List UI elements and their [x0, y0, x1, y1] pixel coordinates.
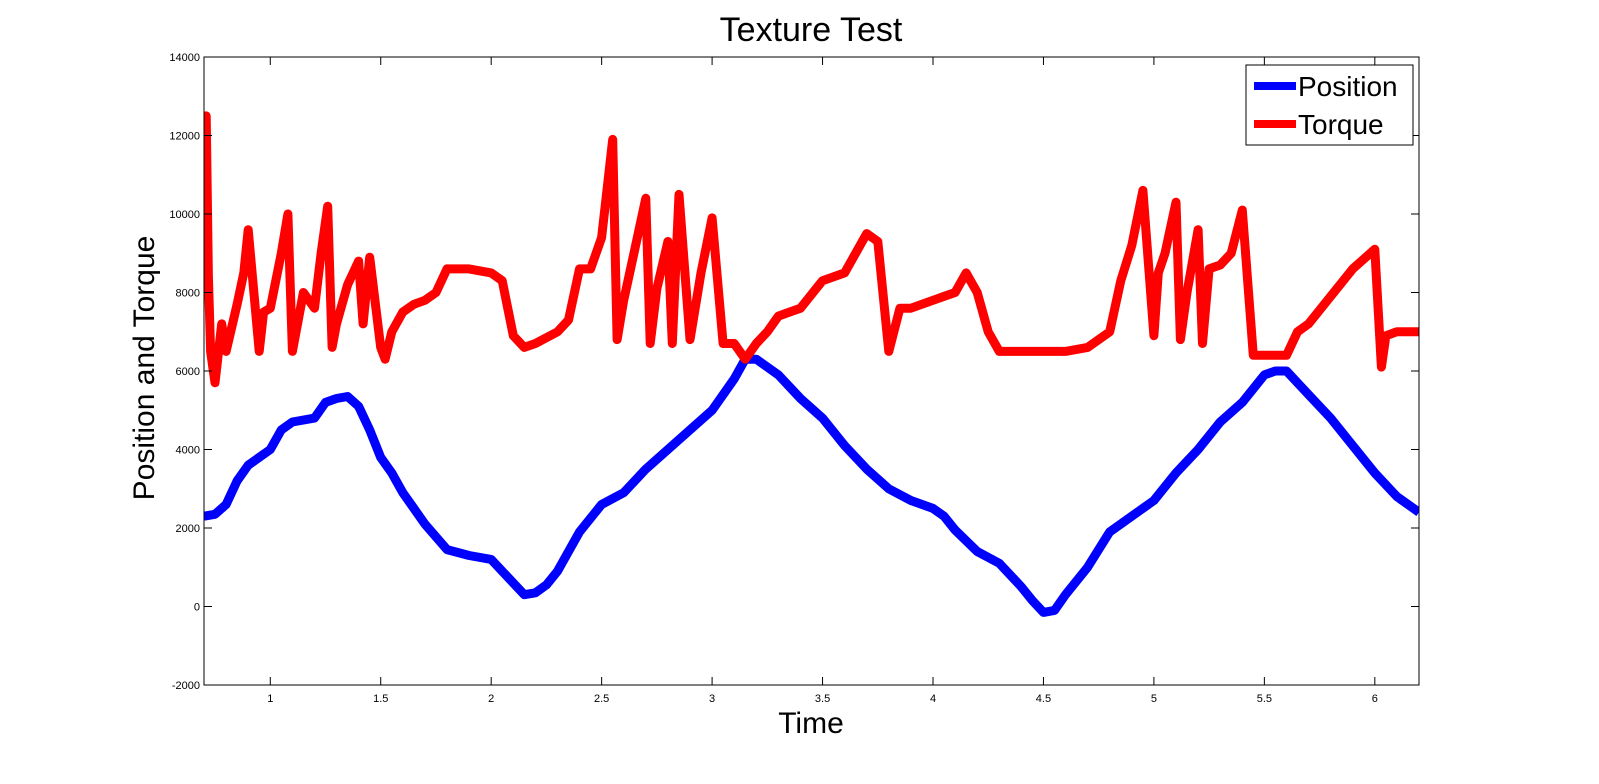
- x-tick-label: 5.5: [1257, 693, 1272, 705]
- x-tick-label: 2.5: [594, 693, 609, 705]
- x-tick-label: 5: [1151, 693, 1157, 705]
- legend-label-torque: Torque: [1298, 109, 1384, 140]
- legend-box: [1245, 64, 1414, 146]
- series-line-torque: [204, 111, 1419, 388]
- x-tick-label: 6: [1372, 693, 1378, 705]
- y-axis-label: Position and Torque: [128, 236, 161, 501]
- x-tick-label: 3.5: [815, 693, 830, 705]
- x-tick-label: 2: [488, 693, 494, 705]
- y-tick-label: 10000: [169, 209, 200, 221]
- x-tick-label: 4.5: [1036, 693, 1051, 705]
- legend-label-position: Position: [1298, 71, 1398, 102]
- chart-title: Texture Test: [720, 11, 903, 49]
- x-axis-label: Time: [778, 707, 844, 740]
- x-tick-label: 3: [709, 693, 715, 705]
- y-tick-label: -2000: [172, 680, 200, 692]
- y-tick-label: 14000: [169, 52, 200, 64]
- y-tick-label: 12000: [169, 131, 200, 143]
- series-layer: [204, 111, 1419, 617]
- y-tick-label: 0: [194, 602, 200, 614]
- legend: Position Torque: [1245, 64, 1414, 146]
- series-line-position: [204, 354, 1419, 617]
- y-tick-label: 4000: [176, 445, 200, 457]
- plot-frame: [203, 56, 1420, 686]
- x-tick-label: 1.5: [373, 693, 388, 705]
- y-tick-label: 8000: [176, 288, 200, 300]
- x-tick-label: 1: [267, 693, 273, 705]
- y-tick-label: 6000: [176, 366, 200, 378]
- axes-layer: 1 1.5 2 2.5 3 3.5 4 4.5 5 5.5 6 -2000 0 2000 4000 6000 8…: [169, 52, 1420, 705]
- y-tick-label: 2000: [176, 523, 200, 535]
- x-tick-label: 4: [930, 693, 936, 705]
